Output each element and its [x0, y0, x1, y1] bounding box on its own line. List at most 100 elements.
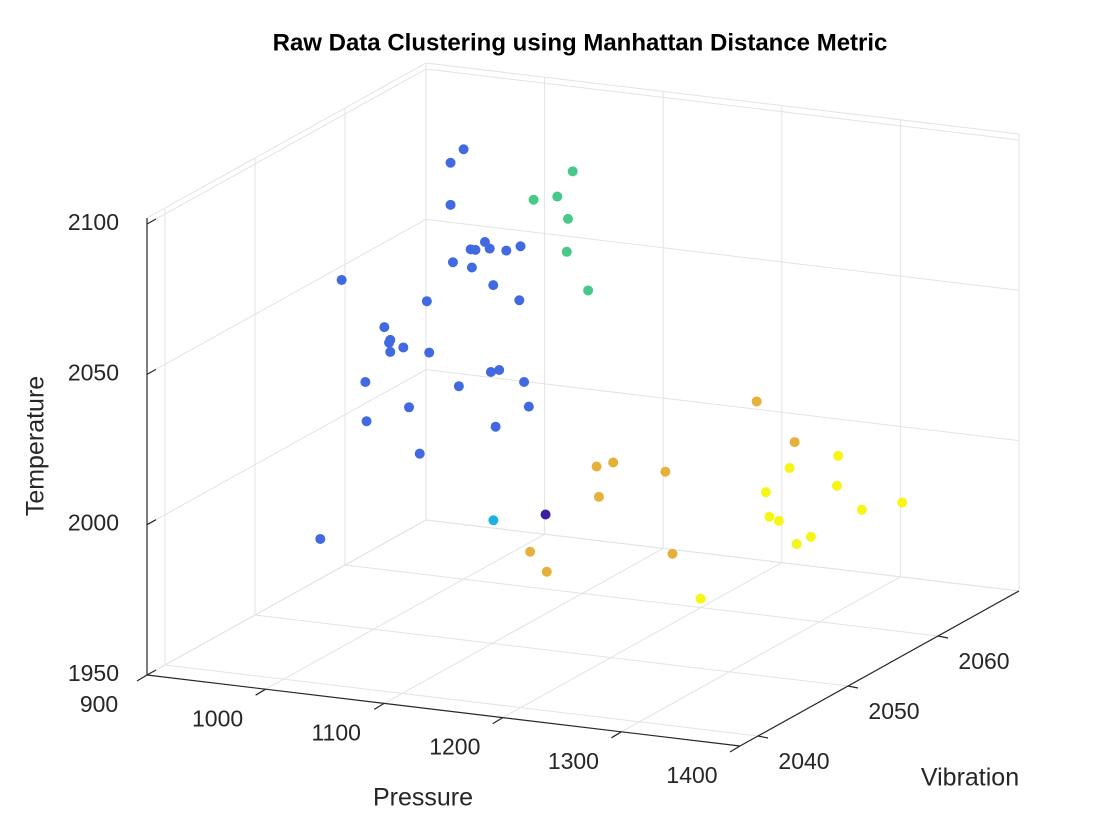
data-point: [791, 539, 802, 550]
data-point: [488, 515, 499, 526]
data-point: [561, 246, 572, 257]
x-tick-label: 900: [80, 691, 118, 717]
data-point: [608, 457, 619, 468]
x-tick-label: 1000: [192, 705, 243, 731]
y-tick-label: 2050: [868, 698, 919, 724]
data-point: [385, 346, 396, 357]
x-tick: [611, 731, 622, 739]
grid-line: [254, 614, 849, 687]
data-point: [445, 199, 456, 210]
x-tick-label: 1100: [311, 719, 360, 745]
data-point: [360, 376, 371, 387]
chart-title: Raw Data Clustering using Manhattan Dist…: [273, 29, 888, 56]
data-point: [833, 450, 844, 461]
data-point: [494, 364, 505, 375]
grid-line: [502, 562, 783, 719]
data-point: [458, 144, 469, 155]
z-tick-label: 2050: [68, 359, 119, 385]
data-point: [421, 296, 432, 307]
data-point: [361, 416, 372, 427]
data-point: [831, 480, 842, 491]
data-point: [515, 241, 526, 252]
grid-line: [425, 68, 1020, 141]
y-tick-label: 2060: [958, 648, 1009, 674]
data-point: [760, 487, 771, 498]
x-tick: [373, 702, 385, 710]
data-point: [315, 533, 326, 544]
grid-line: [344, 564, 939, 637]
x-tick: [136, 674, 148, 682]
y-tick: [847, 685, 859, 689]
data-point: [567, 166, 578, 177]
data-point: [445, 157, 456, 168]
data-point: [384, 337, 395, 348]
grid-line: [383, 547, 664, 704]
data-point: [552, 191, 563, 202]
data-point: [470, 244, 481, 255]
data-point: [485, 367, 496, 378]
data-point: [856, 504, 867, 515]
z-axis-label: Temperature: [22, 376, 50, 516]
data-point: [784, 463, 795, 474]
data-point: [453, 381, 464, 392]
z-tick: [146, 368, 157, 375]
x-tick-label: 1300: [548, 748, 599, 774]
data-point: [519, 376, 530, 387]
data-point: [379, 322, 390, 333]
data-point: [488, 280, 499, 291]
grid-line: [146, 369, 427, 526]
data-point: [591, 461, 602, 472]
data-point: [398, 342, 409, 353]
data-point: [805, 531, 816, 542]
x-tick: [492, 717, 504, 725]
grid-line: [146, 68, 427, 225]
x-axis-label: Pressure: [373, 784, 473, 812]
z-tick: [146, 218, 157, 225]
x-axis: [146, 674, 741, 747]
data-point: [528, 194, 539, 205]
data-point: [514, 295, 525, 306]
x-tick-label: 1200: [429, 734, 480, 760]
data-point: [583, 285, 594, 296]
data-point: [773, 515, 784, 526]
data-point: [764, 511, 775, 522]
box-edge: [146, 62, 427, 219]
grid-line: [621, 576, 901, 733]
data-point: [414, 448, 425, 459]
grid-line: [164, 664, 759, 737]
data-point: [447, 257, 458, 268]
y-tick-label: 2040: [778, 748, 829, 774]
data-point: [466, 262, 477, 273]
z-tick-label: 1950: [68, 660, 119, 686]
z-tick: [146, 669, 157, 676]
box-edge: [425, 62, 1020, 135]
data-point: [525, 546, 536, 557]
data-point: [751, 396, 762, 407]
y-axis: [739, 590, 1020, 747]
data-point: [695, 593, 706, 604]
data-point: [541, 566, 552, 577]
grid-line: [146, 218, 427, 375]
data-point: [424, 347, 435, 358]
y-tick: [937, 635, 949, 639]
grid-line: [265, 533, 545, 690]
z-tick-label: 2000: [68, 510, 119, 536]
data-point: [484, 243, 495, 254]
y-tick: [757, 735, 769, 739]
z-tick-label: 2100: [68, 209, 119, 235]
data-point: [562, 213, 573, 224]
grid-line: [425, 218, 1020, 291]
y-axis-label: Vibration: [921, 764, 1019, 792]
data-point: [660, 466, 671, 477]
data-point: [336, 274, 347, 285]
data-point: [540, 509, 551, 520]
data-point: [593, 491, 604, 502]
x-tick: [255, 688, 266, 696]
z-tick: [146, 519, 157, 526]
x-tick-label: 1400: [666, 762, 717, 788]
data-point: [404, 402, 415, 413]
x-tick: [729, 745, 741, 753]
data-point: [667, 548, 678, 559]
